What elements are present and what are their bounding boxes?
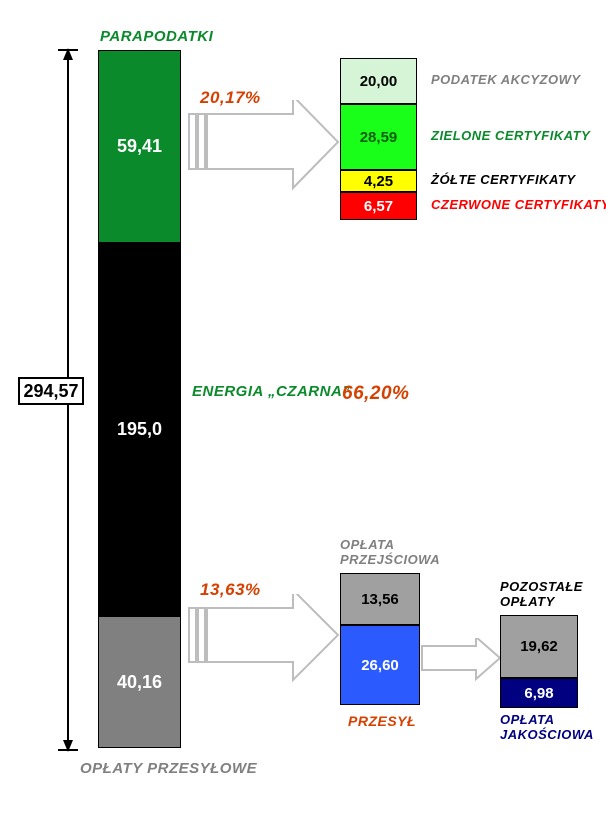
bdpoz-seg-1: 6,98 xyxy=(500,678,578,708)
title-parapodatki: PARAPODATKI xyxy=(100,28,213,45)
bdpoz-label-0: POZOSTAŁE OPŁATY xyxy=(500,579,606,609)
main-seg-energia: 195,0 xyxy=(98,243,181,616)
bdbot-seg-0: 13,56 xyxy=(340,573,420,625)
total-value: 294,57 xyxy=(18,377,84,405)
bdtop-label-3: CZERWONE CERTYFIKATY xyxy=(431,197,606,212)
bdpoz-seg-0: 19,62 xyxy=(500,615,578,678)
bdtop-seg-0: 20,00 xyxy=(340,58,417,104)
bdtop-label-2: ŻÓŁTE CERTYFIKATY xyxy=(431,172,576,187)
arrow-right xyxy=(420,638,505,703)
pct-energia: 66,20% xyxy=(342,383,409,405)
bdtop-label-0: PODATEK AKCYZOWY xyxy=(431,72,581,87)
arrow-bot xyxy=(183,594,343,739)
bdtop-label-1: ZIELONE CERTYFIKATY xyxy=(431,128,590,143)
bdtop-seg-1: 28,59 xyxy=(340,104,417,170)
title-oplaty: OPŁATY PRZESYŁOWE xyxy=(80,760,257,777)
main-seg-parapodatki: 59,41 xyxy=(98,50,181,243)
title-energia: ENERGIA „CZARNA” xyxy=(192,383,350,400)
bdbot-label-0: OPŁATA PRZEJŚCIOWA xyxy=(340,537,450,567)
bdtop-seg-3: 6,57 xyxy=(340,192,417,220)
bdbot-seg-1: 26,60 xyxy=(340,625,420,705)
main-seg-oplaty: 40,16 xyxy=(98,616,181,748)
bdbot-label-1: PRZESYŁ xyxy=(348,713,416,729)
bdpoz-label-1: OPŁATA JAKOŚCIOWA xyxy=(500,712,600,742)
bdtop-seg-2: 4,25 xyxy=(340,170,417,192)
arrow-top xyxy=(183,100,343,245)
